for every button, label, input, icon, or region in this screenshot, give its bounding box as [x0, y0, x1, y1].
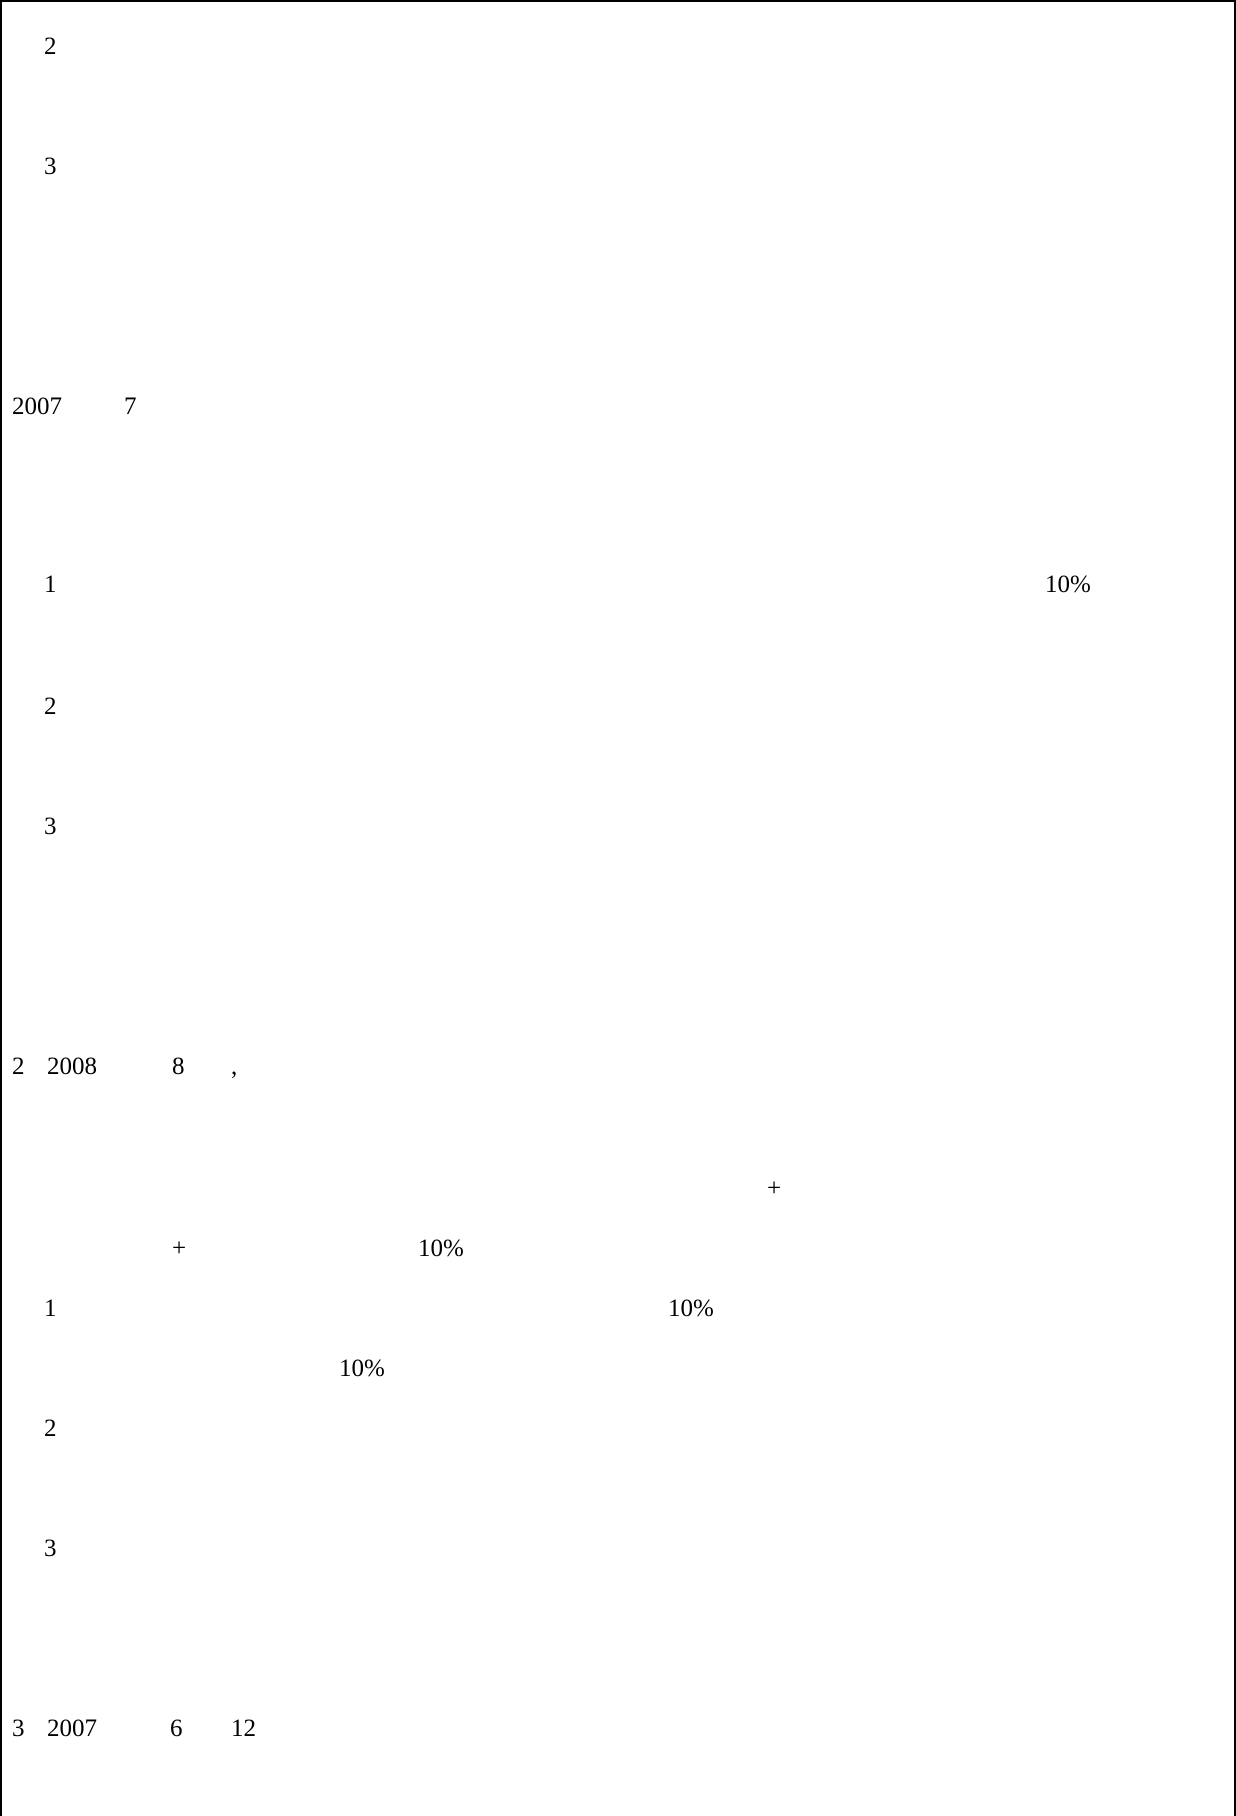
comma-text: , — [231, 1053, 238, 1080]
section-number: 3 — [12, 1715, 25, 1742]
plus-sign: + — [172, 1235, 187, 1262]
percentage-text: 10% — [339, 1355, 385, 1382]
day-text: 12 — [231, 1715, 256, 1742]
list-number: 1 — [44, 571, 57, 598]
plus-sign: + — [767, 1175, 782, 1202]
section-number: 2 — [12, 1053, 25, 1080]
percentage-text: 10% — [1045, 571, 1091, 598]
list-number: 3 — [44, 813, 57, 840]
percentage-text: 10% — [418, 1235, 464, 1262]
list-number: 1 — [44, 1295, 57, 1322]
percentage-text: 10% — [668, 1295, 714, 1322]
list-number: 3 — [44, 153, 57, 180]
year-text: 2007 — [47, 1715, 97, 1742]
list-number: 2 — [44, 693, 57, 720]
list-number: 2 — [44, 1415, 57, 1442]
month-text: 6 — [170, 1715, 183, 1742]
list-number: 3 — [44, 1535, 57, 1562]
month-text: 8 — [172, 1053, 185, 1080]
list-number: 2 — [44, 33, 57, 60]
year-text: 2007 — [12, 393, 62, 420]
month-text: 7 — [124, 393, 137, 420]
year-text: 2008 — [47, 1053, 97, 1080]
